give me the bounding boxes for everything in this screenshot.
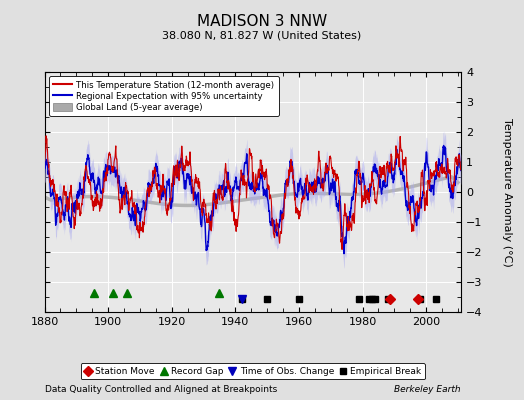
Y-axis label: Temperature Anomaly (°C): Temperature Anomaly (°C) (502, 118, 512, 266)
Text: Data Quality Controlled and Aligned at Breakpoints: Data Quality Controlled and Aligned at B… (45, 385, 277, 394)
Text: MADISON 3 NNW: MADISON 3 NNW (197, 14, 327, 29)
Text: Berkeley Earth: Berkeley Earth (395, 385, 461, 394)
Legend: Station Move, Record Gap, Time of Obs. Change, Empirical Break: Station Move, Record Gap, Time of Obs. C… (81, 363, 425, 380)
Text: 38.080 N, 81.827 W (United States): 38.080 N, 81.827 W (United States) (162, 30, 362, 40)
